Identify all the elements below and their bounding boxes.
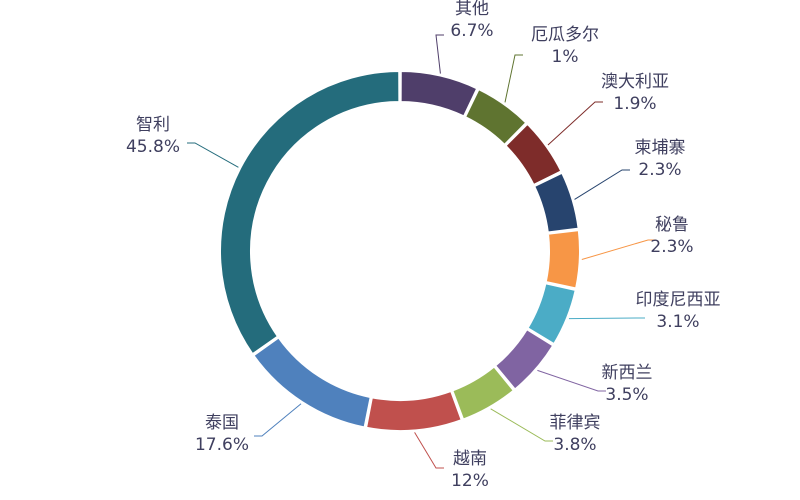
slice-label-5: 秘鲁 2.3%	[650, 215, 693, 257]
slice-3	[504, 122, 563, 187]
slice-10	[252, 336, 372, 429]
slice-1	[399, 69, 479, 118]
slice-label-2: 厄瓜多尔 1%	[531, 25, 599, 67]
slice-9	[364, 389, 463, 432]
leader-line-2	[504, 54, 523, 103]
slice-label-3: 澳大利亚 1.9%	[601, 72, 669, 114]
slice-8	[451, 365, 516, 421]
leader-line-9	[414, 432, 444, 469]
slice-label-4: 柬埔寨 2.3%	[635, 138, 686, 180]
slice-11	[219, 69, 401, 356]
leader-line-7	[537, 369, 606, 392]
leader-line-11	[187, 142, 239, 168]
leader-line-8	[490, 408, 553, 442]
slice-label-7: 新西兰 3.5%	[602, 363, 653, 405]
slice-label-10: 泰国 17.6%	[195, 413, 249, 455]
slice-6	[526, 282, 577, 346]
leader-line-3	[547, 101, 603, 146]
leader-line-6	[568, 317, 645, 320]
slice-2	[463, 87, 528, 147]
leader-line-4	[574, 169, 630, 200]
slice-7	[493, 327, 555, 391]
slice-label-1: 其他 6.7%	[450, 0, 493, 41]
slice-label-9: 越南 12%	[451, 449, 489, 491]
leader-line-5	[581, 239, 656, 260]
slice-label-6: 印度尼西亚 3.1%	[636, 290, 721, 332]
leader-line-1	[435, 34, 444, 74]
leader-line-10	[254, 403, 302, 437]
slice-5	[544, 229, 581, 290]
slice-label-11: 智利 45.8%	[126, 115, 180, 157]
slice-4	[532, 171, 580, 234]
slice-label-8: 菲律宾 3.8%	[550, 413, 601, 455]
